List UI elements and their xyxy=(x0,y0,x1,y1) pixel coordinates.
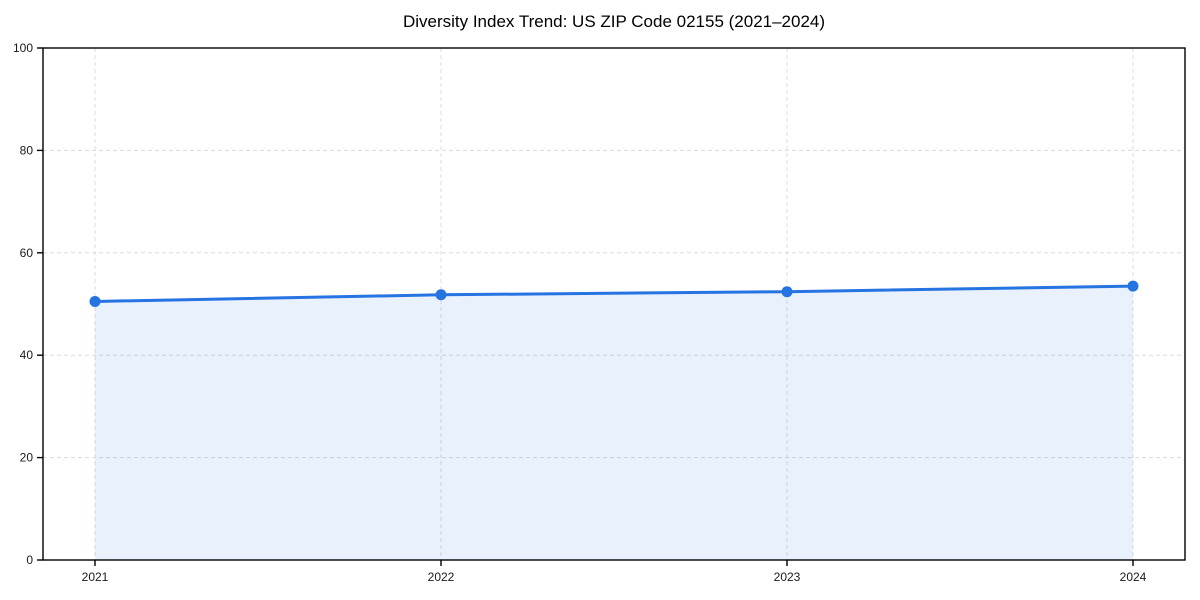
x-tick-label: 2023 xyxy=(774,570,801,584)
x-tick-label: 2024 xyxy=(1120,570,1147,584)
y-tick-label: 40 xyxy=(20,348,34,362)
x-tick-label: 2022 xyxy=(428,570,455,584)
y-tick-label: 60 xyxy=(20,246,34,260)
y-tick-label: 80 xyxy=(20,143,34,157)
plot-border xyxy=(42,47,1186,561)
y-tick-label: 0 xyxy=(26,553,33,567)
chart-title: Diversity Index Trend: US ZIP Code 02155… xyxy=(402,12,826,31)
data-point-2021 xyxy=(89,295,101,307)
data-point-2022 xyxy=(435,289,447,301)
data-point-2024 xyxy=(1127,280,1139,292)
area-fill xyxy=(95,286,1133,560)
x-tick-label: 2021 xyxy=(82,570,109,584)
trend-line xyxy=(93,284,1135,303)
y-tick-label: 100 xyxy=(13,41,33,55)
data-point-2023 xyxy=(781,286,793,298)
y-tick-label: 20 xyxy=(20,451,34,465)
